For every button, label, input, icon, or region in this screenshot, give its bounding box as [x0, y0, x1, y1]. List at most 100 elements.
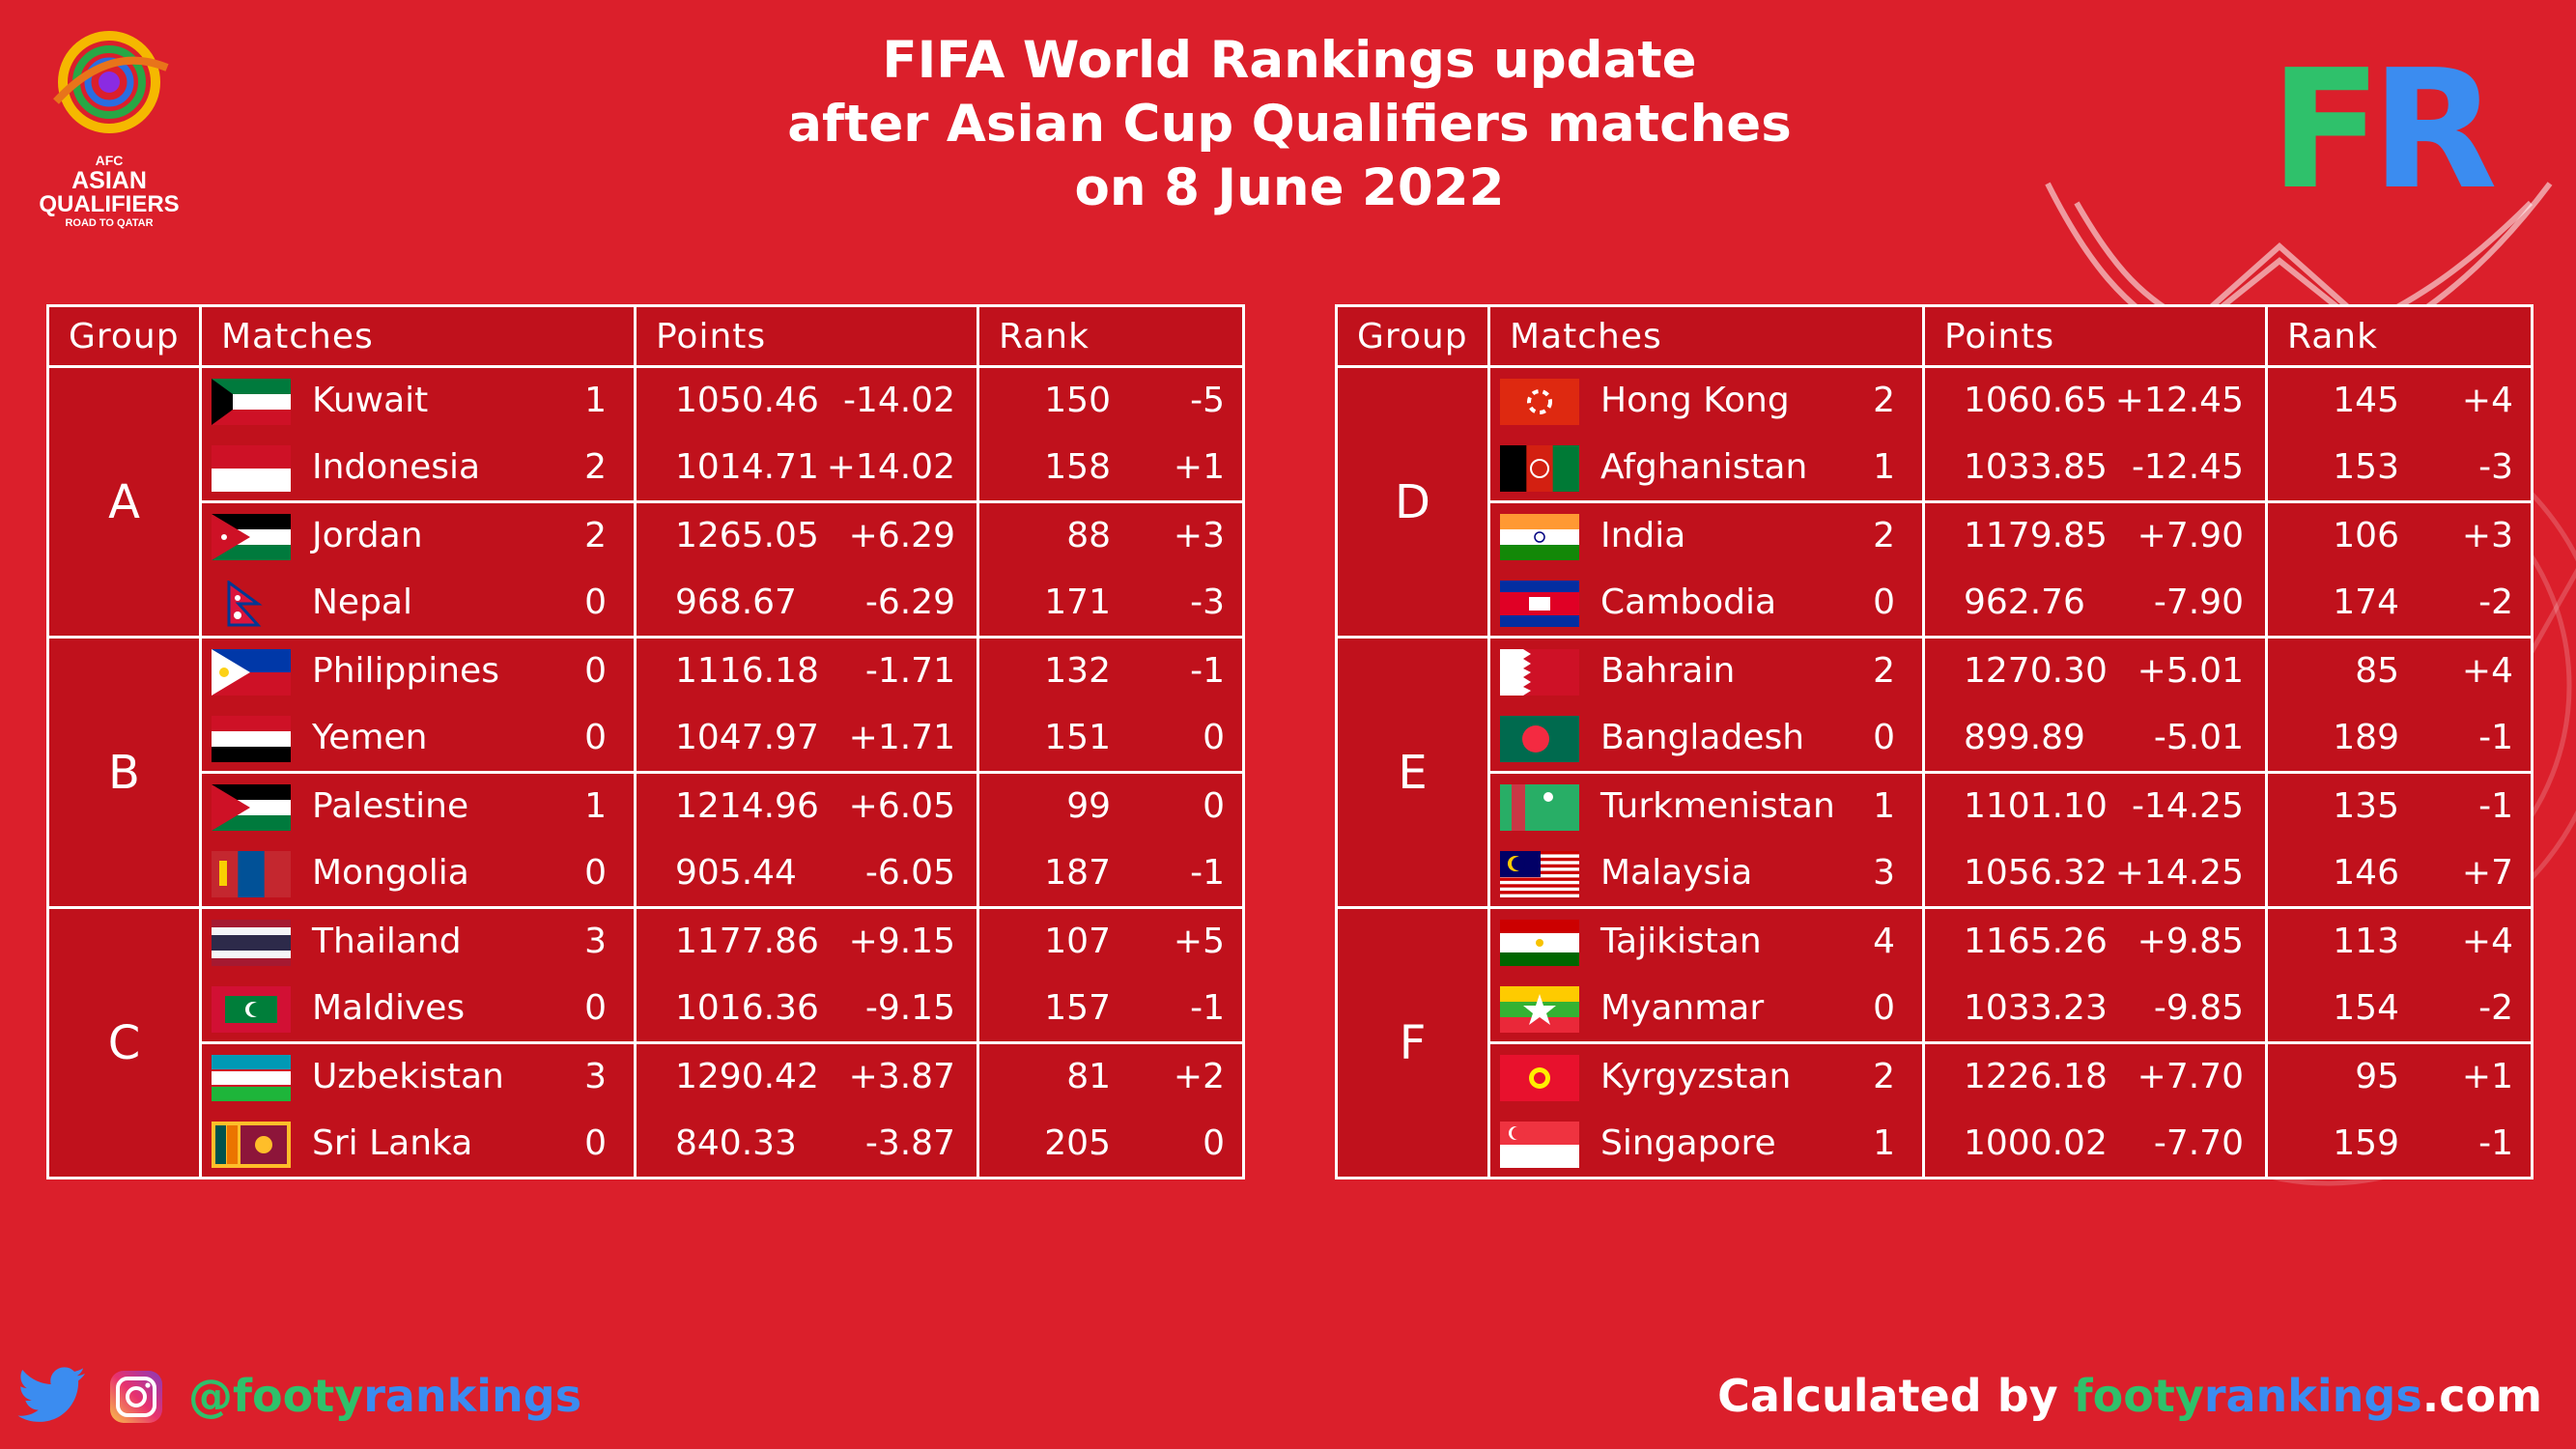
instagram-icon[interactable] — [108, 1369, 164, 1425]
team-name: Palestine — [312, 786, 469, 826]
rank-value: 146 — [2333, 852, 2399, 893]
myanmar-flag-icon — [1500, 985, 1579, 1033]
table-header-row: Group Matches Points Rank — [46, 304, 1245, 368]
table-row: India 2 1179.85 +7.90 106 +3 — [1337, 500, 2534, 570]
goals-scored: 0 — [1873, 582, 1895, 622]
points-change: -14.25 — [2131, 786, 2244, 826]
goals-scored: 0 — [584, 852, 607, 893]
points-change: -1.71 — [864, 651, 955, 691]
rank-change: -1 — [2478, 717, 2513, 757]
table-row: A Kuwait 1 1050.46 -14.02 150 -5 — [46, 365, 1245, 639]
match-cell: Tajikistan 4 — [1487, 906, 1925, 976]
rank-value: 81 — [1066, 1057, 1111, 1096]
rank-change: 0 — [1203, 1122, 1225, 1163]
calc-site-rankings[interactable]: rankings — [2203, 1370, 2422, 1422]
points-cell: 899.89 -5.01 — [1922, 704, 2268, 774]
team-name: Philippines — [312, 651, 499, 691]
rank-value: 99 — [1066, 786, 1111, 826]
group-label: C — [46, 906, 202, 1179]
rankings-table-right: Group Matches Points Rank D Hong Kong 2 … — [1335, 304, 2534, 1179]
match-cell: Thailand 3 — [199, 906, 637, 976]
points-cell: 1214.96 +6.05 — [634, 771, 979, 840]
points-cell: 1290.42 +3.87 — [634, 1041, 979, 1111]
col-header-matches: Matches — [199, 304, 637, 368]
rank-change: 0 — [1203, 786, 1225, 826]
rank-value: 132 — [1044, 651, 1111, 691]
calc-site-tld[interactable]: .com — [2421, 1370, 2542, 1422]
rank-cell: 132 -1 — [977, 636, 1245, 705]
match-cell: Philippines 0 — [199, 636, 637, 705]
rank-cell: 107 +5 — [977, 906, 1245, 976]
table-row: Bangladesh 0 899.89 -5.01 189 -1 — [1337, 704, 2534, 774]
rank-value: 158 — [1044, 446, 1111, 487]
team-name: Kyrgyzstan — [1600, 1057, 1792, 1096]
rank-cell: 171 -3 — [977, 569, 1245, 639]
rank-value: 153 — [2333, 446, 2399, 487]
points-cell: 1101.10 -14.25 — [1922, 771, 2268, 840]
rank-cell: 95 +1 — [2265, 1041, 2534, 1111]
points-value: 1290.42 — [675, 1057, 819, 1096]
match-cell: Sri Lanka 0 — [199, 1110, 637, 1179]
goals-scored: 1 — [1873, 1122, 1895, 1163]
rank-cell: 145 +4 — [2265, 365, 2534, 435]
rank-change: +4 — [2461, 922, 2513, 961]
group-label: A — [46, 365, 202, 639]
team-name: Jordan — [312, 516, 423, 555]
singapore-flag-icon — [1500, 1121, 1579, 1168]
match-cell: Indonesia 2 — [199, 434, 637, 503]
match-cell: Cambodia 0 — [1487, 569, 1925, 639]
group-label: B — [46, 636, 202, 909]
team-name: Mongolia — [312, 852, 469, 893]
rank-change: +5 — [1173, 922, 1225, 961]
rank-cell: 154 -2 — [2265, 975, 2534, 1044]
points-change: -9.15 — [864, 987, 955, 1028]
match-cell: Kuwait 1 — [199, 365, 637, 435]
points-change: -3.87 — [864, 1122, 955, 1163]
calc-site-footy[interactable]: footy — [2073, 1370, 2204, 1422]
rank-cell: 151 0 — [977, 704, 1245, 774]
rank-value: 113 — [2333, 922, 2399, 961]
points-value: 1165.26 — [1964, 922, 2108, 961]
match-cell: Jordan 2 — [199, 500, 637, 570]
group-label: D — [1335, 365, 1490, 639]
goals-scored: 1 — [1873, 786, 1895, 826]
points-cell: 1265.05 +6.29 — [634, 500, 979, 570]
table-row: Malaysia 3 1056.32 +14.25 146 +7 — [1337, 839, 2534, 909]
yemen-flag-icon — [212, 715, 291, 762]
calc-prefix: Calculated by — [1717, 1370, 2074, 1422]
goals-scored: 1 — [584, 786, 607, 826]
points-value: 905.44 — [675, 852, 797, 893]
goals-scored: 3 — [1873, 852, 1895, 893]
table-row: Cambodia 0 962.76 -7.90 174 -2 — [1337, 569, 2534, 639]
table-row: Yemen 0 1047.97 +1.71 151 0 — [48, 704, 1245, 774]
points-cell: 1060.65 +12.45 — [1922, 365, 2268, 435]
goals-scored: 2 — [1873, 651, 1895, 691]
goals-scored: 1 — [584, 381, 607, 420]
title-line-3: on 8 June 2022 — [1074, 158, 1505, 217]
table-row: C Thailand 3 1177.86 +9.15 107 +5 — [46, 906, 1245, 1179]
team-name: Uzbekistan — [312, 1057, 504, 1096]
points-cell: 1033.85 -12.45 — [1922, 434, 2268, 503]
rank-change: +7 — [2461, 852, 2513, 893]
table-row: E Bahrain 2 1270.30 +5.01 85 +4 — [1335, 636, 2534, 909]
social-handle[interactable]: @footyrankings — [188, 1370, 581, 1422]
table-row: F Tajikistan 4 1165.26 +9.85 113 +4 — [1335, 906, 2534, 1179]
bangladesh-flag-icon — [1500, 715, 1579, 762]
points-change: -7.90 — [2153, 582, 2244, 622]
uzbekistan-flag-icon — [212, 1055, 291, 1101]
goals-scored: 3 — [584, 1057, 607, 1096]
points-change: +14.02 — [826, 446, 955, 487]
points-value: 1179.85 — [1964, 516, 2108, 555]
match-cell: Malaysia 3 — [1487, 839, 1925, 909]
rank-cell: 135 -1 — [2265, 771, 2534, 840]
rank-value: 159 — [2333, 1122, 2399, 1163]
points-change: +7.70 — [2137, 1057, 2244, 1096]
twitter-icon[interactable] — [17, 1367, 87, 1425]
points-change: -6.05 — [864, 852, 955, 893]
points-cell: 1270.30 +5.01 — [1922, 636, 2268, 705]
points-change: +1.71 — [848, 717, 955, 757]
points-value: 1101.10 — [1964, 786, 2108, 826]
rank-cell: 205 0 — [977, 1110, 1245, 1179]
team-name: Thailand — [312, 922, 462, 961]
rank-value: 157 — [1044, 987, 1111, 1028]
